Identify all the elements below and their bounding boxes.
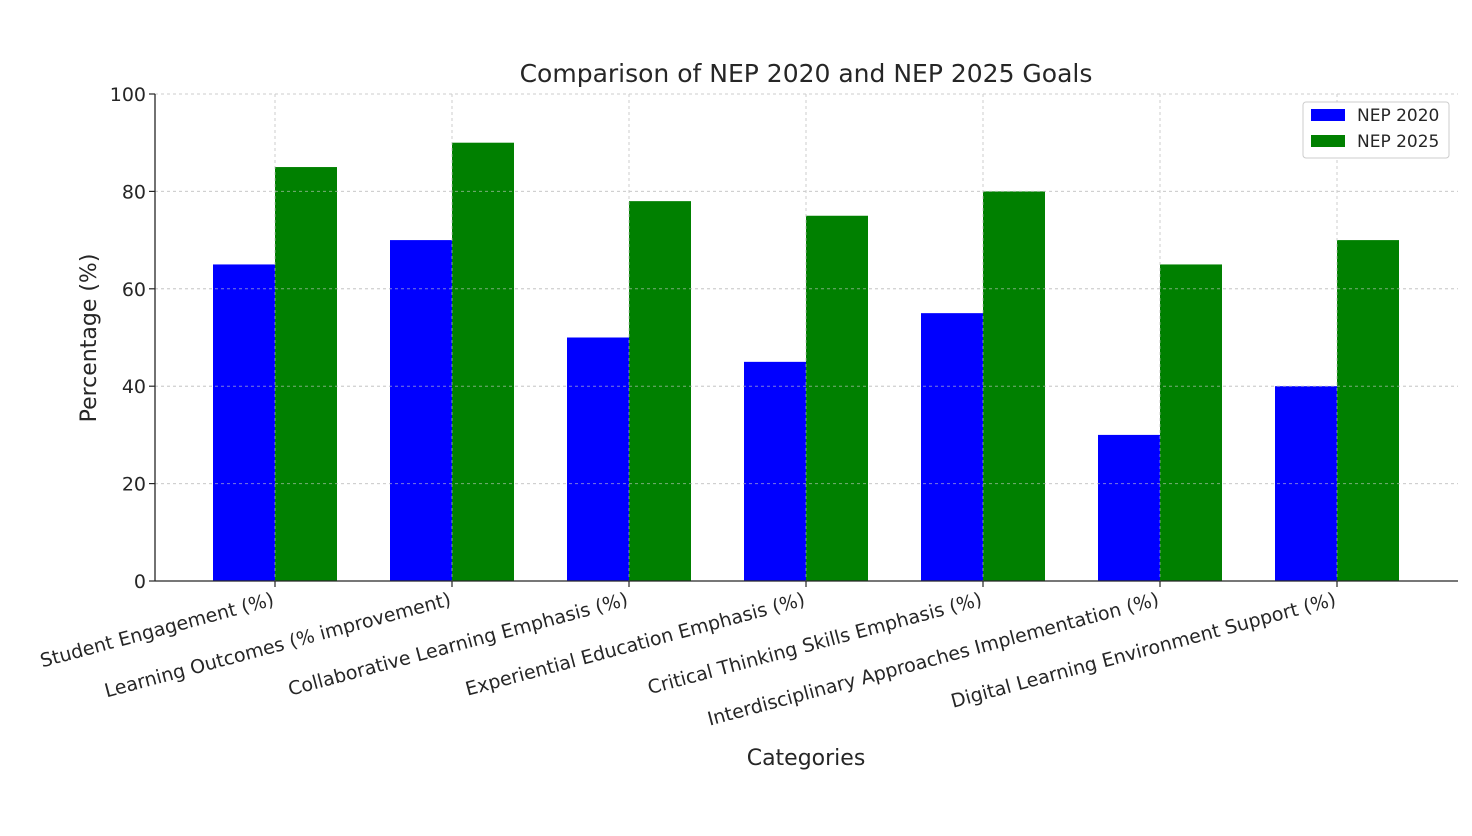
bar-nep-2020	[567, 337, 629, 581]
chart-title: Comparison of NEP 2020 and NEP 2025 Goal…	[520, 59, 1093, 88]
y-axis-label: Percentage (%)	[77, 254, 102, 423]
y-tick-label: 60	[122, 279, 146, 301]
bar-nep-2025	[452, 142, 514, 581]
bar-nep-2025	[1337, 240, 1399, 581]
bar-nep-2025	[806, 215, 868, 581]
x-axis-label: Categories	[747, 746, 866, 771]
y-tick-label: 100	[110, 84, 146, 106]
y-tick-label: 20	[122, 474, 146, 496]
bar-nep-2025	[275, 167, 337, 582]
bar-nep-2020	[921, 313, 983, 581]
legend-swatch	[1311, 109, 1345, 121]
bar-nep-2020	[1098, 434, 1160, 581]
x-tick-label: Learning Outcomes (% improvement)	[102, 589, 453, 703]
bar-nep-2020	[744, 361, 806, 581]
bar-nep-2020	[390, 240, 452, 581]
y-tick-label: 0	[134, 571, 146, 593]
y-tick-label: 80	[122, 181, 146, 203]
x-tick-label: Experiential Education Emphasis (%)	[463, 589, 807, 701]
x-tick-label: Collaborative Learning Emphasis (%)	[286, 589, 630, 701]
bar-nep-2025	[629, 201, 691, 581]
y-tick-label: 40	[122, 376, 146, 398]
bar-nep-2020	[213, 264, 275, 581]
legend-label: NEP 2020	[1357, 106, 1439, 126]
legend-label: NEP 2025	[1357, 132, 1439, 152]
legend-swatch	[1311, 135, 1345, 147]
bar-nep-2025	[1160, 264, 1222, 581]
